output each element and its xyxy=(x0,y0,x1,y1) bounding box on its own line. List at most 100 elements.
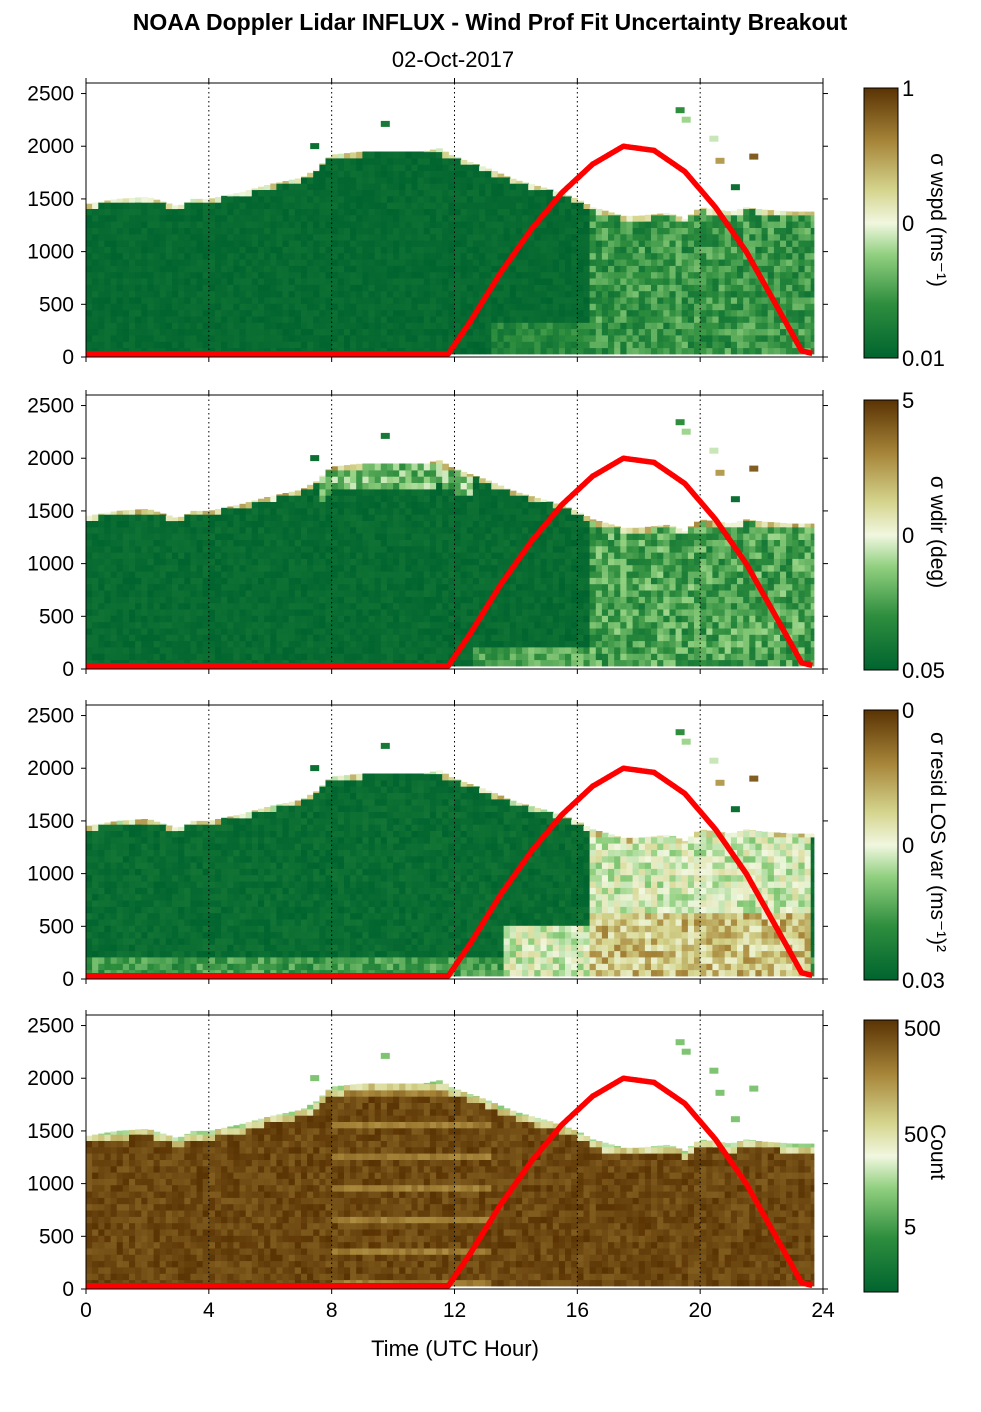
heatmap-cell xyxy=(423,495,431,502)
heatmap-cell xyxy=(153,640,161,648)
heatmap-cell xyxy=(497,284,505,292)
heatmap-cell xyxy=(221,646,228,654)
heatmap-cell xyxy=(534,278,541,285)
heatmap-cell xyxy=(405,495,413,502)
heatmap-cell xyxy=(565,315,572,323)
heatmap-cell xyxy=(780,259,787,266)
heatmap-cell xyxy=(116,208,124,216)
heatmap-cell xyxy=(165,252,173,260)
heatmap-cell xyxy=(184,615,191,623)
heatmap-cell xyxy=(356,596,363,604)
heatmap-cell xyxy=(307,627,314,635)
heatmap-cell xyxy=(712,328,720,336)
heatmap-cell xyxy=(147,240,155,247)
heatmap-cell xyxy=(270,608,277,616)
heatmap-cell xyxy=(429,252,437,260)
heatmap-cell xyxy=(165,577,173,585)
heatmap-cell xyxy=(374,488,382,496)
heatmap-cell xyxy=(92,334,99,342)
heatmap-cell xyxy=(466,488,474,496)
heatmap-cell xyxy=(786,271,793,279)
heatmap-cell xyxy=(202,214,210,222)
heatmap-cell xyxy=(258,653,265,661)
heatmap-cell xyxy=(92,246,99,254)
heatmap-cell xyxy=(208,571,216,578)
heatmap-cell xyxy=(110,278,118,285)
heatmap-cell xyxy=(792,227,799,235)
heatmap-cell xyxy=(620,233,627,241)
heatmap-cell xyxy=(509,221,517,228)
heatmap-cell xyxy=(153,240,161,247)
heatmap-cell xyxy=(190,634,198,642)
heatmap-cell xyxy=(104,240,112,247)
heatmap-cell xyxy=(165,583,173,591)
heatmap-cell xyxy=(104,252,112,260)
heatmap-cell xyxy=(251,252,259,260)
heatmap-cell xyxy=(251,507,259,515)
heatmap-cell xyxy=(810,315,815,323)
heatmap-cell xyxy=(405,240,413,247)
heatmap-cell xyxy=(116,214,124,222)
heatmap-cell xyxy=(479,278,486,285)
heatmap-cell xyxy=(442,240,449,247)
heatmap-cell xyxy=(405,476,413,483)
heatmap-cell xyxy=(233,533,241,540)
heatmap-cell xyxy=(307,347,314,355)
heatmap-cell xyxy=(466,615,474,623)
heatmap-cell xyxy=(147,246,155,254)
heatmap-cell xyxy=(442,208,449,216)
heatmap-cell xyxy=(307,608,314,616)
heatmap-cell xyxy=(270,501,277,509)
outlier-cell xyxy=(730,184,740,191)
heatmap-cell xyxy=(251,240,259,247)
heatmap-cell xyxy=(644,227,652,235)
heatmap-cell xyxy=(92,341,99,349)
heatmap-cell xyxy=(165,545,173,553)
heatmap-cell xyxy=(270,221,277,228)
heatmap-cell xyxy=(129,334,136,342)
heatmap-cell xyxy=(374,170,382,178)
heatmap-cell xyxy=(380,627,388,635)
chart-subtitle: 02-Oct-2017 xyxy=(392,47,514,72)
heatmap-cell xyxy=(675,216,683,222)
heatmap-cell xyxy=(288,507,296,515)
heatmap-cell xyxy=(743,309,750,317)
heatmap-cell xyxy=(129,347,136,355)
heatmap-cell xyxy=(86,347,93,355)
heatmap-cell xyxy=(436,157,443,165)
heatmap-cell xyxy=(288,596,296,604)
heatmap-cell xyxy=(380,170,388,178)
heatmap-cell xyxy=(460,583,468,591)
heatmap-cell xyxy=(104,271,112,279)
heatmap-cell xyxy=(325,659,333,667)
heatmap-cell xyxy=(423,482,431,490)
heatmap-cell xyxy=(565,278,572,285)
heatmap-cell xyxy=(190,545,198,553)
heatmap-cell xyxy=(215,577,222,585)
heatmap-cell xyxy=(313,169,320,172)
heatmap-cell xyxy=(663,265,670,273)
heatmap-cell xyxy=(491,221,498,228)
heatmap-cell xyxy=(466,328,474,336)
heatmap-cell xyxy=(270,520,277,528)
heatmap-cell xyxy=(313,545,320,553)
heatmap-cell xyxy=(620,240,627,247)
heatmap-cell xyxy=(743,240,750,247)
heatmap-cell xyxy=(417,514,425,521)
heatmap-cell xyxy=(313,259,320,266)
heatmap-cell xyxy=(669,309,677,317)
heatmap-cell xyxy=(190,252,198,260)
heatmap-cell xyxy=(644,278,652,285)
heatmap-cell xyxy=(110,608,118,616)
heatmap-cell xyxy=(331,202,339,209)
heatmap-cell xyxy=(159,214,167,222)
heatmap-cell xyxy=(190,198,198,203)
heatmap-cell xyxy=(399,564,406,572)
heatmap-cell xyxy=(589,259,597,266)
heatmap-cell xyxy=(307,284,314,292)
heatmap-cell xyxy=(319,214,327,222)
heatmap-cell xyxy=(227,558,234,566)
heatmap-cell xyxy=(331,659,339,667)
heatmap-cell xyxy=(675,265,683,273)
heatmap-cell xyxy=(393,634,400,642)
